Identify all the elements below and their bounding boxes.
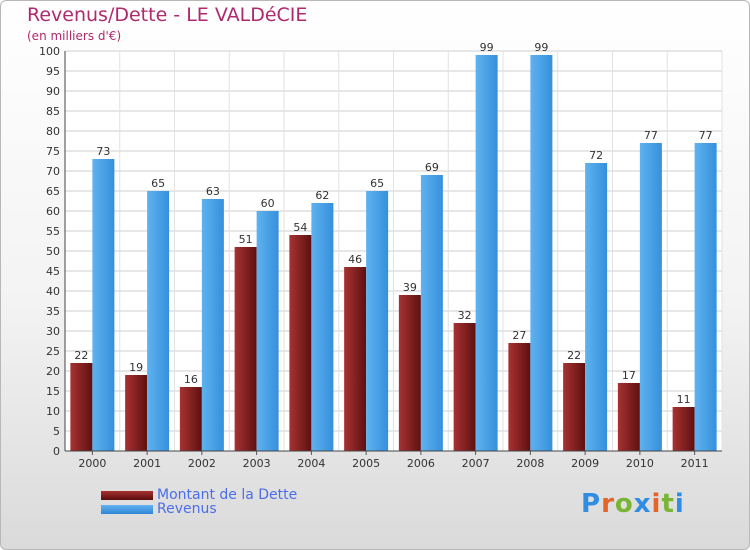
bar-debt [234, 247, 257, 451]
y-tick-label: 45 [46, 265, 60, 278]
data-label-revenue: 62 [315, 189, 329, 202]
bar-debt [563, 363, 586, 451]
bar-revenue [639, 143, 662, 451]
y-tick-label: 30 [46, 325, 60, 338]
bar-revenue [201, 199, 224, 451]
bar-revenue [311, 203, 334, 451]
y-tick-label: 5 [53, 425, 60, 438]
brand-logo: Proxiti [581, 489, 685, 519]
x-tick-label: 2011 [681, 457, 709, 470]
brand-letter: o [614, 489, 634, 519]
x-tick-label: 2005 [352, 457, 380, 470]
brand-letter: r [601, 489, 615, 519]
legend-label-revenue: Revenus [157, 501, 217, 517]
y-tick-label: 25 [46, 345, 60, 358]
data-label-revenue: 65 [151, 177, 165, 190]
data-label-debt: 39 [403, 281, 417, 294]
chart-subtitle: (en milliers d'€) [27, 29, 122, 43]
data-label-debt: 19 [129, 361, 143, 374]
x-tick-label: 2004 [297, 457, 325, 470]
bar-debt [289, 235, 312, 451]
legend-swatch-debt [101, 490, 153, 500]
y-tick-label: 90 [46, 85, 60, 98]
x-tick-label: 2009 [571, 457, 599, 470]
brand-letter: t [661, 489, 675, 519]
x-tick-label: 2006 [407, 457, 435, 470]
bar-revenue [475, 55, 498, 451]
y-tick-label: 10 [46, 405, 60, 418]
data-label-debt: 22 [567, 349, 581, 362]
bar-revenue [585, 163, 608, 451]
brand-letter: i [674, 489, 685, 519]
legend-item-revenue: Revenus [101, 501, 217, 517]
data-label-debt: 17 [622, 369, 636, 382]
bar-revenue [420, 175, 443, 451]
data-label-revenue: 73 [96, 145, 110, 158]
legend-label-debt: Montant de la Dette [157, 487, 298, 503]
y-tick-label: 0 [53, 445, 60, 458]
bar-debt [617, 383, 640, 451]
y-tick-label: 95 [46, 65, 60, 78]
bar-debt [179, 387, 202, 451]
y-tick-label: 50 [46, 245, 60, 258]
x-tick-label: 2010 [626, 457, 654, 470]
bar-revenue [92, 159, 115, 451]
data-label-revenue: 77 [699, 129, 713, 142]
data-label-debt: 16 [184, 373, 198, 386]
bar-debt [70, 363, 93, 451]
bar-debt [125, 375, 148, 451]
y-tick-label: 55 [46, 225, 60, 238]
brand-letter: P [581, 489, 602, 519]
data-label-debt: 27 [512, 329, 526, 342]
y-tick-label: 20 [46, 365, 60, 378]
data-label-debt: 32 [458, 309, 472, 322]
bar-debt [344, 267, 367, 451]
data-label-debt: 22 [74, 349, 88, 362]
bar-debt [398, 295, 421, 451]
bar-debt [672, 407, 695, 451]
legend-swatch-revenue [101, 504, 153, 514]
data-label-debt: 51 [239, 233, 253, 246]
data-label-debt: 46 [348, 253, 362, 266]
brand-letter: i [651, 489, 662, 519]
y-tick-label: 40 [46, 285, 60, 298]
y-tick-label: 100 [39, 45, 60, 58]
y-tick-label: 60 [46, 205, 60, 218]
x-tick-label: 2007 [462, 457, 490, 470]
x-tick-label: 2008 [516, 457, 544, 470]
y-tick-label: 80 [46, 125, 60, 138]
bar-revenue [366, 191, 389, 451]
data-label-revenue: 72 [589, 149, 603, 162]
x-tick-label: 2000 [78, 457, 106, 470]
data-label-revenue: 65 [370, 177, 384, 190]
chart-title: Revenus/Dette - LE VALDéCIE [27, 4, 308, 26]
data-label-revenue: 63 [206, 185, 220, 198]
data-label-revenue: 99 [534, 41, 548, 54]
y-tick-label: 15 [46, 385, 60, 398]
y-tick-label: 75 [46, 145, 60, 158]
y-tick-label: 65 [46, 185, 60, 198]
bar-revenue [694, 143, 717, 451]
data-label-debt: 54 [293, 221, 307, 234]
data-label-debt: 11 [677, 393, 691, 406]
x-tick-label: 2003 [243, 457, 271, 470]
x-tick-label: 2002 [188, 457, 216, 470]
bar-debt [453, 323, 476, 451]
y-tick-label: 35 [46, 305, 60, 318]
brand-letter: x [633, 489, 652, 519]
bar-revenue [530, 55, 553, 451]
data-label-revenue: 60 [261, 197, 275, 210]
data-label-revenue: 77 [644, 129, 658, 142]
bar-revenue [256, 211, 279, 451]
data-label-revenue: 69 [425, 161, 439, 174]
data-label-revenue: 99 [480, 41, 494, 54]
legend-item-debt: Montant de la Dette [101, 487, 297, 503]
y-tick-label: 85 [46, 105, 60, 118]
bar-revenue [147, 191, 170, 451]
x-tick-label: 2001 [133, 457, 161, 470]
y-tick-label: 70 [46, 165, 60, 178]
bar-debt [508, 343, 531, 451]
